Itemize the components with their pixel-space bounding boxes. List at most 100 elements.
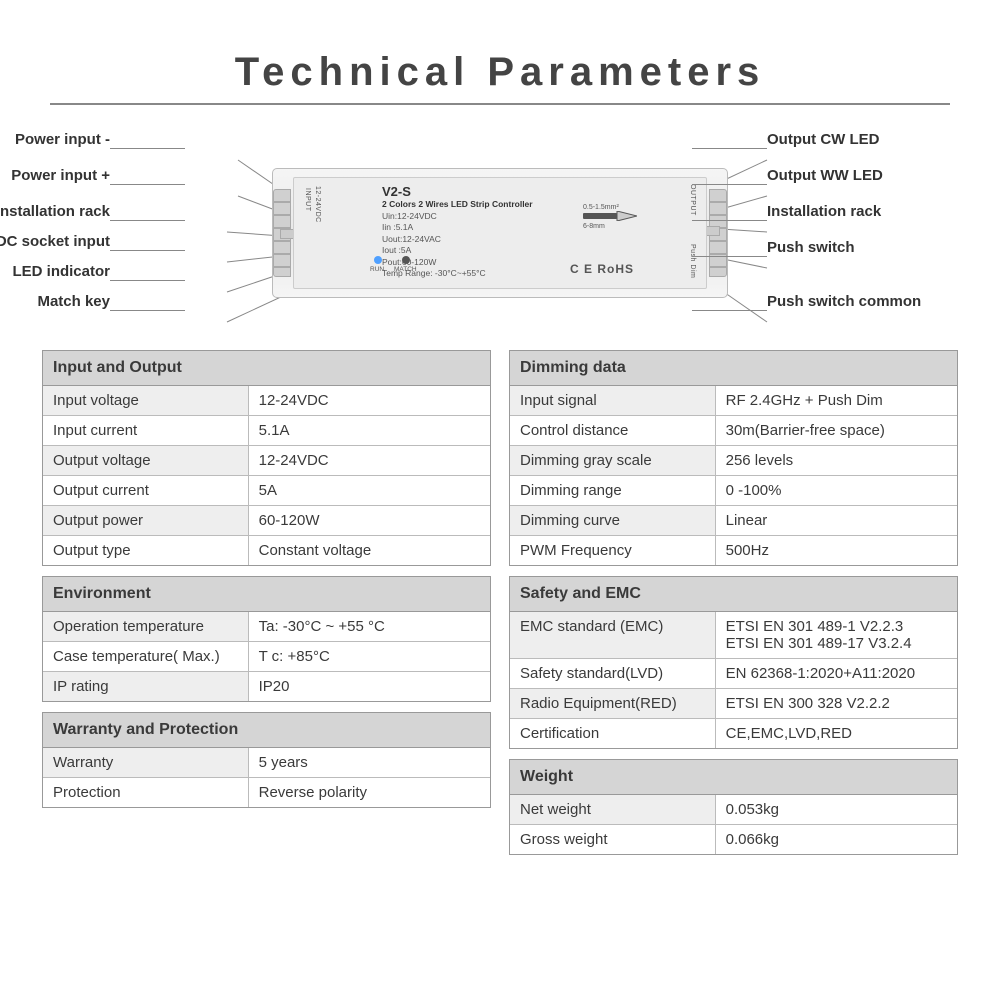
spec-name: Output current [43, 476, 249, 505]
spec-value: 5 years [249, 748, 490, 777]
table-row: Output current5A [43, 476, 490, 506]
table-row: Output voltage12-24VDC [43, 446, 490, 476]
spec-name: Operation temperature [43, 612, 249, 641]
spec-name: IP rating [43, 672, 249, 701]
spec-value: IP20 [249, 672, 490, 701]
output-vert-label: OUTPUT [689, 184, 696, 216]
spec-name: Control distance [510, 416, 716, 445]
table-row: Warranty5 years [43, 748, 490, 778]
pushdim-vert-label: Push Dim [689, 244, 696, 278]
spec-name: Protection [43, 778, 249, 807]
spec-value: 60-120W [249, 506, 490, 535]
table-row: Input voltage12-24VDC [43, 386, 490, 416]
spec-value: 12-24VDC [249, 446, 490, 475]
callout-right-2: Installation rack [767, 203, 881, 220]
table-row: Radio Equipment(RED)ETSI EN 300 328 V2.2… [510, 689, 957, 719]
spec-name: Dimming gray scale [510, 446, 716, 475]
callout-left-4: LED indicator [12, 263, 110, 280]
spec-value: 500Hz [716, 536, 957, 565]
spec-value: ETSI EN 301 489-1 V2.2.3 ETSI EN 301 489… [716, 612, 957, 658]
spec-name: Output power [43, 506, 249, 535]
wire-strip-label: 6-8mm [583, 223, 605, 230]
spec-value: 0.053kg [716, 795, 957, 824]
spec-value: T c: +85°C [249, 642, 490, 671]
spec-name: Certification [510, 719, 716, 748]
device-spec-0: Uin:12-24VDC [382, 211, 698, 222]
spec-name: Case temperature( Max.) [43, 642, 249, 671]
table-row: Safety standard(LVD)EN 62368-1:2020+A11:… [510, 659, 957, 689]
tables-column-right: Dimming dataInput signalRF 2.4GHz + Push… [509, 350, 958, 865]
device-subtitle: 2 Colors 2 Wires LED Strip Controller [382, 199, 698, 209]
table-row: Input current5.1A [43, 416, 490, 446]
device-diagram: V2-S 2 Colors 2 Wires LED Strip Controll… [0, 113, 1000, 348]
callout-left-5: Match key [37, 293, 110, 310]
spec-value: 12-24VDC [249, 386, 490, 415]
table-row: Control distance30m(Barrier-free space) [510, 416, 957, 446]
device-spec-4: Pout:60-120W [382, 257, 698, 268]
spec-name: Input signal [510, 386, 716, 415]
wire-icon [583, 211, 637, 221]
spec-value: 0.066kg [716, 825, 957, 854]
table-row: IP ratingIP20 [43, 672, 490, 701]
callout-left-3: DC socket input [0, 233, 110, 250]
table-header: Safety and EMC [510, 577, 957, 612]
spec-name: Net weight [510, 795, 716, 824]
table-row: Gross weight0.066kg [510, 825, 957, 854]
table-header: Warranty and Protection [43, 713, 490, 748]
device-spec-2: Uout:12-24VAC [382, 234, 698, 245]
spec-name: Input current [43, 416, 249, 445]
callout-right-1: Output WW LED [767, 167, 883, 184]
device-model: V2-S [382, 184, 698, 199]
table-header: Input and Output [43, 351, 490, 386]
spec-name: Safety standard(LVD) [510, 659, 716, 688]
table-row: ProtectionReverse polarity [43, 778, 490, 807]
spec-value: 5.1A [249, 416, 490, 445]
spec-value: 0 -100% [716, 476, 957, 505]
callout-right-0: Output CW LED [767, 131, 879, 148]
table-row: Net weight0.053kg [510, 795, 957, 825]
match-key-label: MATCH [394, 266, 417, 273]
spec-value: 30m(Barrier-free space) [716, 416, 957, 445]
spec-value: Constant voltage [249, 536, 490, 565]
table-header: Environment [43, 577, 490, 612]
spec-value: 256 levels [716, 446, 957, 475]
table-header: Weight [510, 760, 957, 795]
spec-name: Gross weight [510, 825, 716, 854]
spec-name: Radio Equipment(RED) [510, 689, 716, 718]
tables-column-left: Input and OutputInput voltage12-24VDCInp… [42, 350, 491, 865]
table-row: Dimming range0 -100% [510, 476, 957, 506]
wire-strip-icon: 0.5-1.5mm² 6-8mm [583, 204, 638, 234]
input-volt-label: 12-24VDC [314, 186, 321, 223]
table-row: Output typeConstant voltage [43, 536, 490, 565]
callout-right-3: Push switch [767, 239, 855, 256]
table-header: Dimming data [510, 351, 957, 386]
spec-value: CE,EMC,LVD,RED [716, 719, 957, 748]
table-row: Dimming gray scale256 levels [510, 446, 957, 476]
spec-table: Safety and EMCEMC standard (EMC)ETSI EN … [509, 576, 958, 749]
table-row: Dimming curveLinear [510, 506, 957, 536]
device-label-area: V2-S 2 Colors 2 Wires LED Strip Controll… [293, 177, 707, 289]
match-button-icon [402, 256, 410, 264]
table-row: Output power60-120W [43, 506, 490, 536]
spec-name: Dimming range [510, 476, 716, 505]
spec-value: EN 62368-1:2020+A11:2020 [716, 659, 957, 688]
spec-name: PWM Frequency [510, 536, 716, 565]
callout-left-0: Power input - [15, 131, 110, 148]
device-spec-1: Iin :5.1A [382, 222, 698, 233]
spec-value: ETSI EN 300 328 V2.2.2 [716, 689, 957, 718]
spec-name: Output voltage [43, 446, 249, 475]
spec-name: Input voltage [43, 386, 249, 415]
input-vert-label: INPUT [304, 188, 311, 212]
callout-right-4: Push switch common [767, 293, 921, 310]
spec-value: Linear [716, 506, 957, 535]
spec-table: WeightNet weight0.053kgGross weight0.066… [509, 759, 958, 855]
table-row: Operation temperatureTa: -30°C ~ +55 °C [43, 612, 490, 642]
run-led-label: RUN [370, 266, 384, 273]
spec-table: Input and OutputInput voltage12-24VDCInp… [42, 350, 491, 566]
device-spec-3: Iout :5A [382, 245, 698, 256]
callout-left-2: Installation rack [0, 203, 110, 220]
table-row: EMC standard (EMC)ETSI EN 301 489-1 V2.2… [510, 612, 957, 659]
spec-name: EMC standard (EMC) [510, 612, 716, 658]
spec-name: Dimming curve [510, 506, 716, 535]
table-row: Input signalRF 2.4GHz + Push Dim [510, 386, 957, 416]
